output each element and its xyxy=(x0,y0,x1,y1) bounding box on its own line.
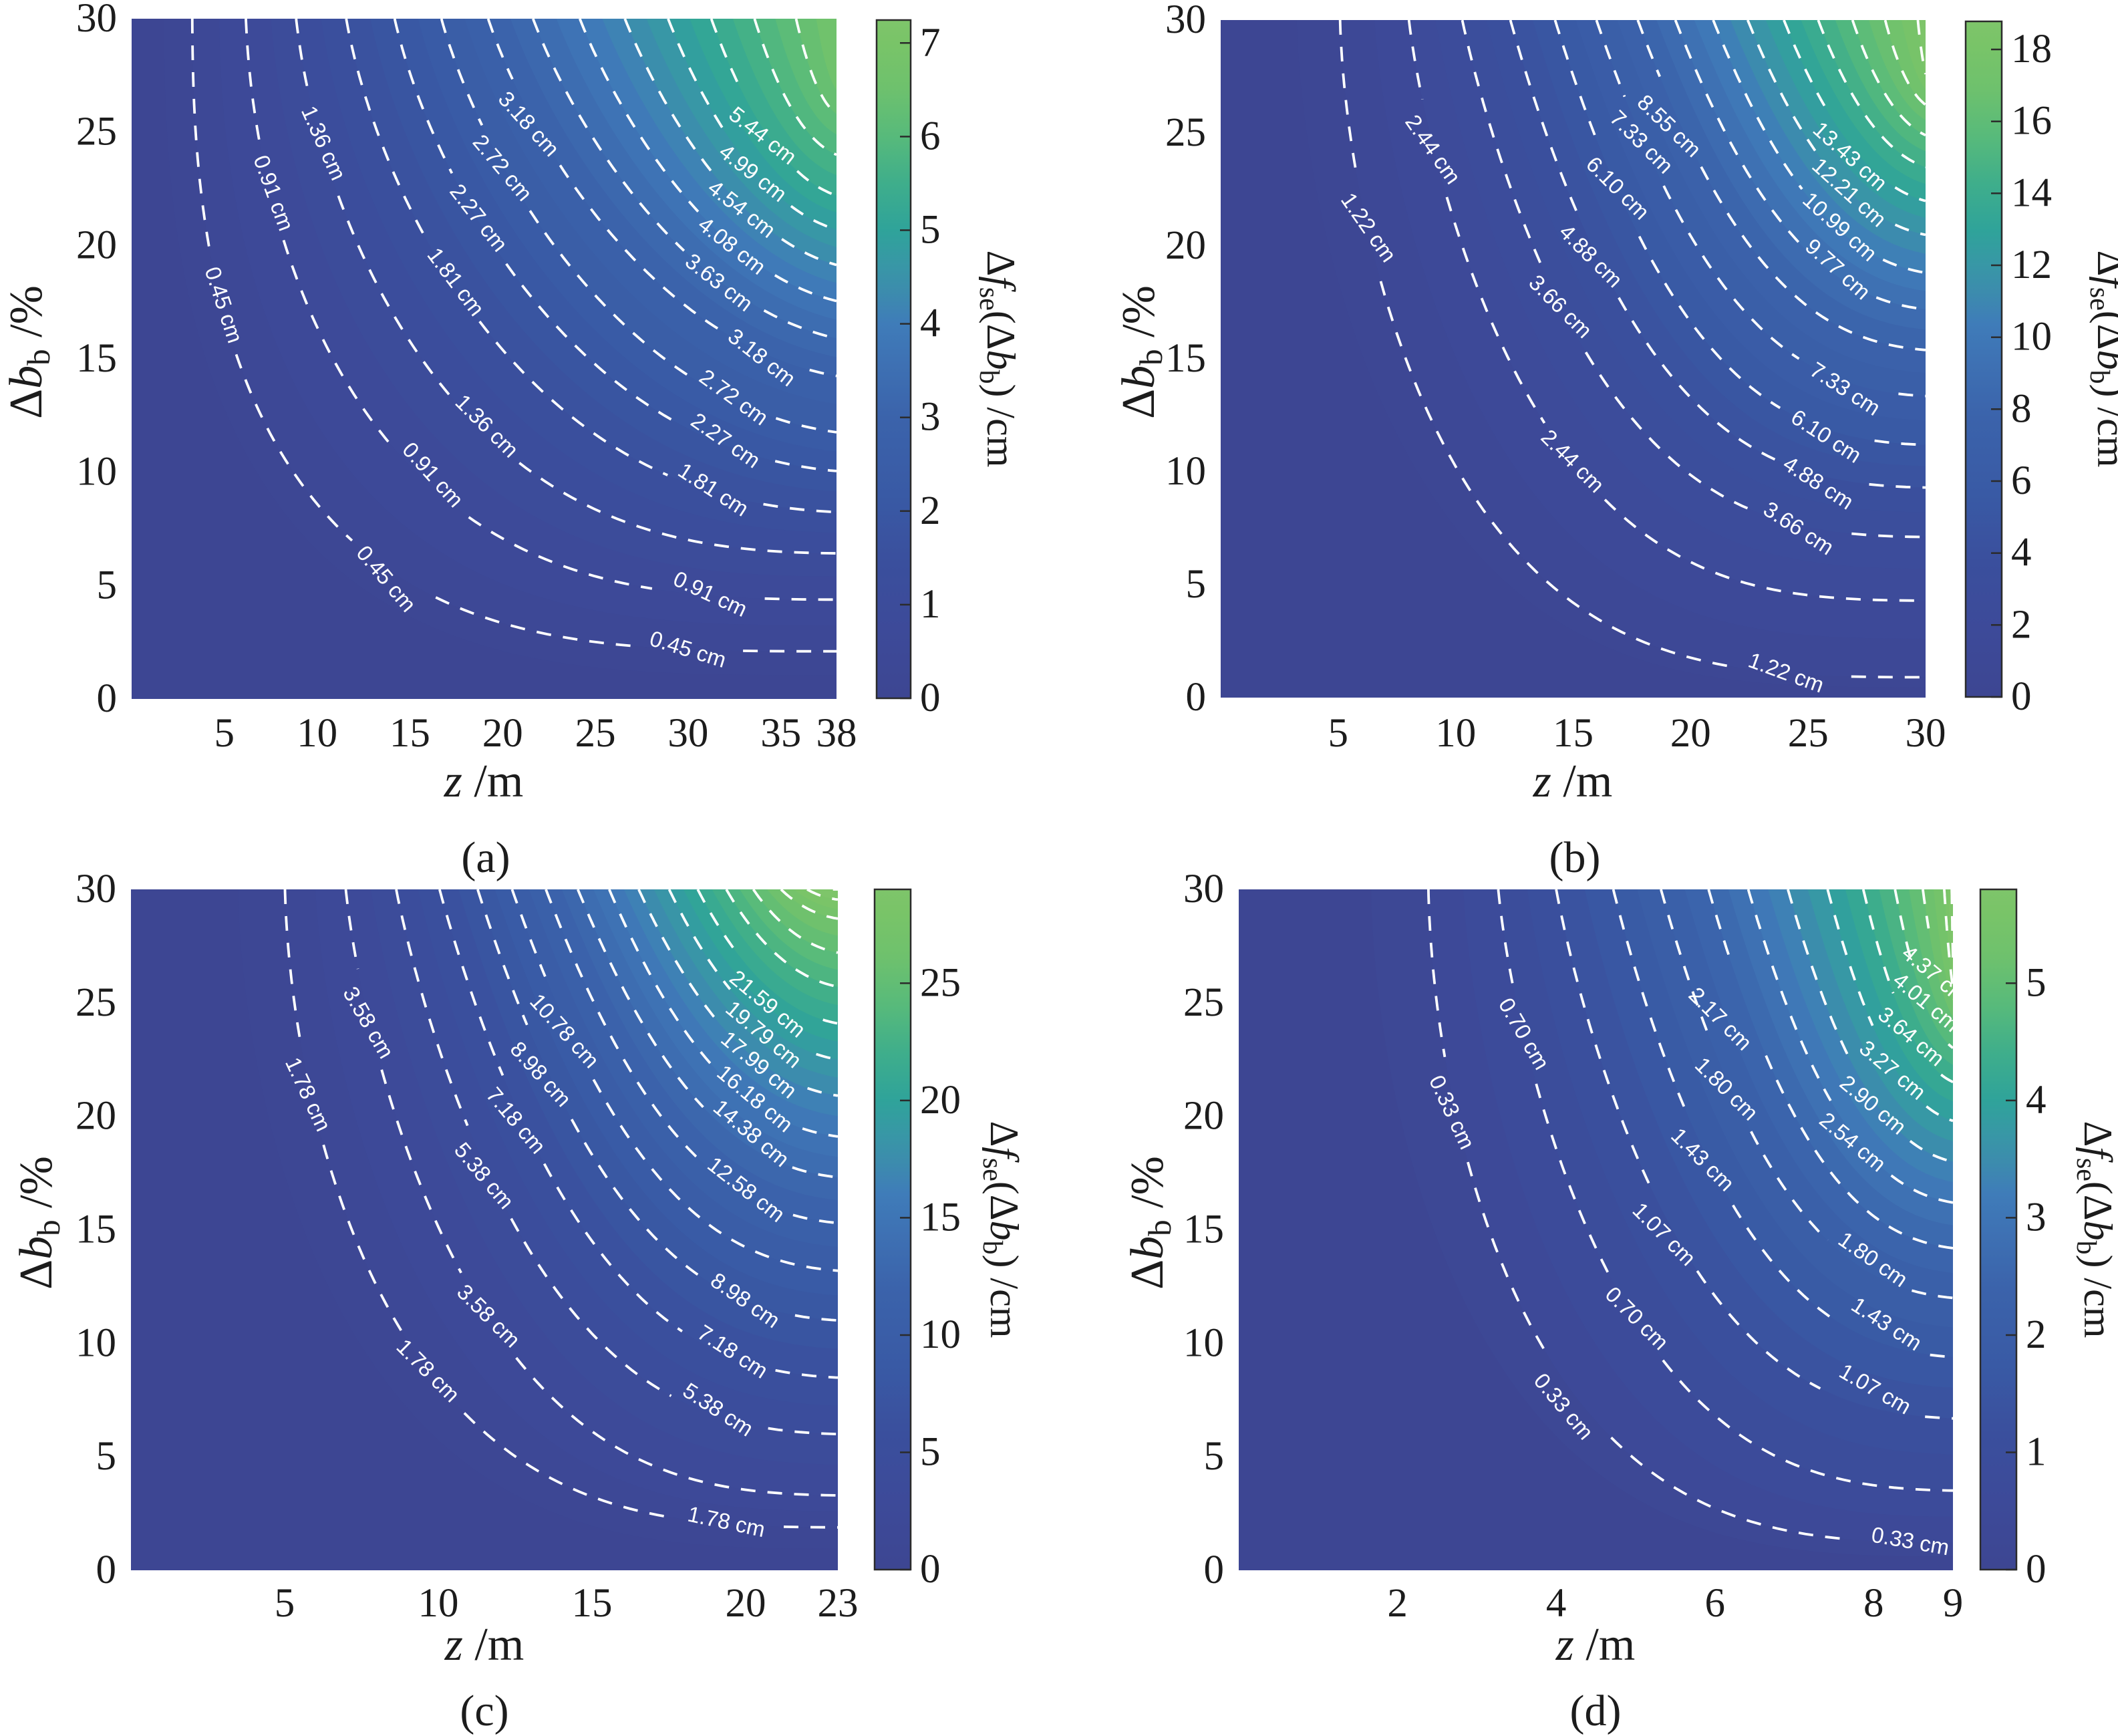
svg-text:1: 1 xyxy=(2026,1430,2047,1475)
svg-text:2: 2 xyxy=(2011,602,2032,647)
svg-text:15: 15 xyxy=(1183,1207,1224,1252)
svg-text:Δfse(Δbb) /cm: Δfse(Δbb) /cm xyxy=(974,251,1024,468)
svg-text:0: 0 xyxy=(2026,1547,2047,1592)
svg-text:3: 3 xyxy=(920,395,941,440)
svg-text:Δfse(Δbb) /cm: Δfse(Δbb) /cm xyxy=(2085,251,2118,468)
svg-text:5: 5 xyxy=(1204,1434,1225,1479)
svg-text:16: 16 xyxy=(2011,99,2052,144)
svg-text:14: 14 xyxy=(2011,170,2052,215)
svg-text:9: 9 xyxy=(1943,1581,1964,1626)
svg-text:20: 20 xyxy=(1670,711,1711,756)
svg-text:10: 10 xyxy=(75,1320,116,1365)
svg-text:12: 12 xyxy=(2011,243,2052,287)
svg-text:0: 0 xyxy=(96,1548,117,1592)
svg-text:23: 23 xyxy=(818,1581,859,1626)
svg-text:Δfse(Δbb) /cm: Δfse(Δbb) /cm xyxy=(977,1121,1027,1338)
svg-text:5: 5 xyxy=(1328,711,1349,756)
svg-text:z /m: z /m xyxy=(444,1619,524,1671)
svg-text:15: 15 xyxy=(1165,336,1206,381)
svg-text:0: 0 xyxy=(1204,1548,1225,1592)
svg-text:25: 25 xyxy=(76,110,117,154)
svg-text:2: 2 xyxy=(2026,1312,2047,1357)
svg-text:z /m: z /m xyxy=(444,756,524,807)
svg-text:Δbb /%: Δbb /% xyxy=(11,1156,67,1290)
svg-text:1: 1 xyxy=(920,582,941,627)
svg-text:3: 3 xyxy=(2026,1195,2047,1240)
svg-text:(c): (c) xyxy=(460,1687,508,1735)
svg-text:30: 30 xyxy=(1165,0,1206,42)
svg-text:25: 25 xyxy=(1183,980,1224,1025)
svg-text:10: 10 xyxy=(2011,315,2052,359)
svg-text:20: 20 xyxy=(726,1581,766,1626)
svg-text:7: 7 xyxy=(920,20,941,65)
svg-text:5: 5 xyxy=(920,1430,941,1475)
svg-text:30: 30 xyxy=(75,867,116,911)
svg-text:2: 2 xyxy=(920,488,941,533)
svg-text:(b): (b) xyxy=(1549,833,1601,882)
svg-text:25: 25 xyxy=(920,960,961,1005)
svg-text:15: 15 xyxy=(75,1207,116,1252)
svg-text:10: 10 xyxy=(1183,1320,1224,1365)
svg-text:25: 25 xyxy=(1165,110,1206,155)
svg-text:Δbb /%: Δbb /% xyxy=(1,285,57,419)
svg-text:8: 8 xyxy=(1863,1581,1884,1626)
svg-text:15: 15 xyxy=(1553,711,1594,756)
svg-text:15: 15 xyxy=(920,1195,961,1240)
svg-text:5: 5 xyxy=(1186,562,1207,607)
svg-text:10: 10 xyxy=(920,1312,961,1357)
svg-text:15: 15 xyxy=(76,336,117,381)
svg-text:10: 10 xyxy=(1435,711,1476,756)
svg-text:4: 4 xyxy=(1546,1581,1567,1626)
svg-text:0: 0 xyxy=(1186,675,1207,720)
svg-text:z /m: z /m xyxy=(1555,1619,1636,1671)
svg-text:30: 30 xyxy=(667,711,708,756)
svg-text:0: 0 xyxy=(920,676,941,720)
svg-text:5: 5 xyxy=(97,563,118,607)
svg-text:z /m: z /m xyxy=(1533,756,1613,807)
svg-text:4: 4 xyxy=(2026,1078,2047,1123)
svg-text:5: 5 xyxy=(96,1434,117,1479)
svg-text:20: 20 xyxy=(1183,1094,1224,1139)
svg-text:10: 10 xyxy=(297,711,337,756)
svg-text:20: 20 xyxy=(76,223,117,267)
svg-text:0: 0 xyxy=(2011,674,2032,719)
svg-text:(a): (a) xyxy=(461,833,510,882)
svg-text:20: 20 xyxy=(1165,223,1206,268)
svg-text:38: 38 xyxy=(816,711,857,756)
svg-text:10: 10 xyxy=(418,1581,459,1626)
svg-text:6: 6 xyxy=(1704,1581,1725,1626)
svg-text:18: 18 xyxy=(2011,27,2052,71)
svg-text:30: 30 xyxy=(76,0,117,41)
svg-text:35: 35 xyxy=(760,711,801,756)
svg-text:0: 0 xyxy=(920,1547,941,1592)
svg-text:5: 5 xyxy=(214,711,235,756)
svg-text:15: 15 xyxy=(390,711,430,756)
svg-text:10: 10 xyxy=(1165,449,1206,494)
svg-text:2: 2 xyxy=(1387,1581,1408,1626)
svg-text:Δfse(Δbb) /cm: Δfse(Δbb) /cm xyxy=(2071,1121,2118,1338)
svg-text:25: 25 xyxy=(75,980,116,1025)
svg-text:25: 25 xyxy=(575,711,616,756)
svg-text:5: 5 xyxy=(275,1581,295,1626)
svg-text:10: 10 xyxy=(76,450,117,494)
svg-text:4: 4 xyxy=(920,301,941,346)
svg-text:6: 6 xyxy=(2011,458,2032,503)
svg-text:15: 15 xyxy=(572,1581,613,1626)
svg-text:20: 20 xyxy=(482,711,523,756)
svg-text:20: 20 xyxy=(920,1078,961,1123)
svg-text:5: 5 xyxy=(2026,960,2047,1005)
svg-text:(d): (d) xyxy=(1570,1687,1622,1735)
svg-text:20: 20 xyxy=(75,1094,116,1139)
svg-text:6: 6 xyxy=(920,114,941,158)
svg-text:5: 5 xyxy=(920,208,941,253)
svg-text:25: 25 xyxy=(1788,711,1829,756)
svg-text:8: 8 xyxy=(2011,386,2032,431)
svg-text:0: 0 xyxy=(97,676,118,721)
svg-text:4: 4 xyxy=(2011,531,2032,575)
svg-text:30: 30 xyxy=(1183,867,1224,911)
svg-text:30: 30 xyxy=(1906,711,1946,756)
